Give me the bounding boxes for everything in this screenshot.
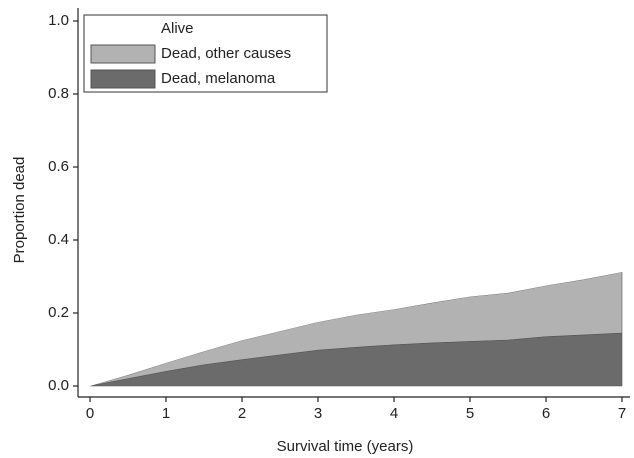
y-tick-label: 0.2 (48, 304, 69, 321)
legend-swatch (90, 44, 156, 64)
y-tick-label: 1.0 (48, 12, 69, 29)
x-tick-label: 2 (238, 405, 246, 422)
y-axis-label: Proportion dead (11, 157, 28, 264)
legend-label: Dead, melanoma (161, 70, 276, 87)
x-tick-label: 5 (466, 405, 474, 422)
x-tick-label: 1 (162, 405, 170, 422)
x-axis-label: Survival time (years) (277, 438, 414, 455)
y-tick-label: 0.4 (48, 231, 69, 248)
y-tick-label: 0.8 (48, 85, 69, 102)
legend-swatch (91, 20, 155, 38)
legend-label: Alive (161, 20, 194, 37)
y-tick-label: 0.0 (48, 377, 69, 394)
legend-swatch (90, 69, 156, 89)
x-tick-label: 4 (390, 405, 398, 422)
area (89, 271, 623, 387)
area (90, 21, 622, 386)
x-tick-label: 7 (618, 405, 626, 422)
x-tick-label: 0 (86, 405, 94, 422)
x-tick-label: 6 (542, 405, 550, 422)
y-tick-label: 0.6 (48, 158, 69, 175)
legend-label: Dead, other causes (161, 45, 291, 62)
x-tick-label: 3 (314, 405, 322, 422)
